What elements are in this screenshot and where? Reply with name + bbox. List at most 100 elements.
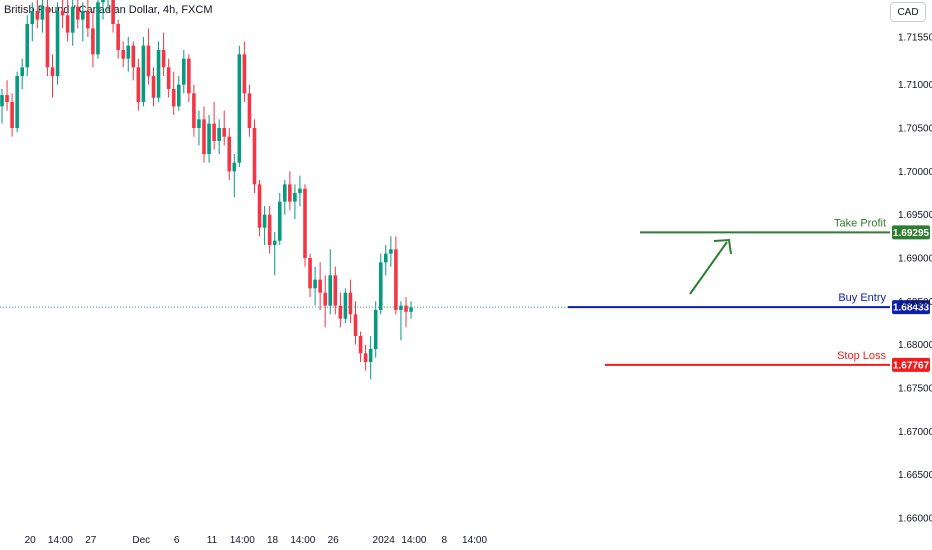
- currency-button[interactable]: CAD: [890, 2, 926, 22]
- candle-body: [86, 11, 90, 29]
- candle-body: [222, 128, 226, 137]
- candle-body: [363, 353, 368, 362]
- candle-body: [35, 11, 40, 20]
- candle-body: [343, 292, 348, 319]
- time-tick-label: 6: [174, 535, 180, 546]
- level-label: Take Profit: [834, 217, 886, 229]
- candle-body: [389, 249, 393, 254]
- time-tick-label: 14:00: [230, 535, 255, 546]
- candle-body: [81, 11, 85, 20]
- candle-body: [30, 11, 35, 24]
- candle-body: [242, 54, 247, 94]
- candle-body: [293, 193, 297, 202]
- candle-body: [197, 119, 201, 128]
- price-tick-label: 1.66000: [898, 514, 932, 525]
- price-tick-label: 1.71550: [898, 33, 932, 44]
- price-axis: 1.71550 1.71000 1.70500 1.70000 1.69500 1.690…: [898, 33, 932, 525]
- candle-body: [384, 253, 388, 263]
- time-tick-label: 27: [85, 535, 97, 546]
- candle-body: [91, 28, 95, 55]
- candle-body: [404, 305, 408, 312]
- candle-body: [5, 95, 9, 102]
- price-tick-label: 1.69000: [898, 254, 932, 265]
- time-tick-label: 8: [441, 535, 447, 546]
- candle-body: [207, 123, 211, 154]
- level-price-tag: [892, 300, 930, 315]
- candle-body: [25, 24, 30, 68]
- candle-body: [10, 102, 14, 128]
- candle-body: [257, 184, 262, 228]
- candle-body: [298, 188, 302, 193]
- candle-body: [394, 249, 398, 310]
- target-arrow: [689, 241, 728, 295]
- candle-body: [171, 89, 176, 107]
- candle-body: [70, 6, 75, 33]
- candle-body: [333, 275, 338, 306]
- candle-body: [45, 6, 50, 68]
- target-arrow-head: [713, 238, 732, 255]
- time-tick-label: Dec: [132, 535, 150, 546]
- candle-body: [151, 76, 156, 98]
- time-tick-label: 20: [25, 535, 37, 546]
- price-tick-label: 1.69500: [898, 210, 932, 221]
- candle-body: [55, 11, 60, 76]
- candle-body: [75, 6, 80, 20]
- levels-layer: Take Profit 1.69295 Buy Entry 1.68433 Stop L…: [0, 217, 930, 372]
- level-price-tag-text: 1.68433: [893, 303, 930, 314]
- level-price-tag-text: 1.69295: [893, 228, 930, 239]
- candle-body: [15, 76, 19, 128]
- candle-body: [378, 262, 383, 310]
- candle-body: [20, 67, 24, 76]
- time-tick-label: 11: [207, 535, 218, 546]
- price-tick-label: 1.70000: [898, 167, 932, 178]
- candle-body: [318, 279, 322, 293]
- candle-body: [212, 123, 216, 141]
- price-tick-label: 1.70500: [898, 124, 932, 135]
- level-price-tag: [892, 357, 930, 372]
- candle-body: [232, 162, 237, 172]
- time-tick-label: 14:00: [462, 535, 487, 546]
- candle-body: [399, 305, 403, 310]
- candle-body: [227, 136, 232, 172]
- candle-body: [308, 258, 312, 289]
- candle-body: [348, 292, 353, 315]
- candle-body: [252, 128, 257, 185]
- candle-body: [283, 184, 287, 202]
- candle-body: [409, 307, 413, 312]
- price-tick-label: 1.68500: [898, 297, 932, 308]
- candle-body: [96, 2, 100, 55]
- candle-body: [192, 93, 196, 128]
- candle-body: [237, 54, 242, 163]
- candle-body: [247, 93, 252, 128]
- level-price-tag-text: 1.67767: [893, 360, 930, 371]
- candle-body: [277, 201, 282, 241]
- candle-body: [156, 50, 161, 98]
- price-tick-label: 1.68000: [898, 340, 932, 351]
- candle-body: [328, 275, 333, 306]
- candle-body: [182, 58, 186, 85]
- candle-body: [166, 67, 171, 89]
- candle-body: [358, 336, 363, 354]
- candle-body: [202, 119, 206, 154]
- time-tick-label: 14:00: [290, 535, 315, 546]
- time-axis: 20 14:00 27 Dec 6 11 14:00 18 14:00 26 2024 14:00 8 1…: [25, 535, 488, 546]
- candle-body: [101, 0, 105, 3]
- candle-body: [141, 45, 146, 102]
- candle-body: [262, 214, 267, 228]
- candle-body: [50, 67, 55, 76]
- candle-body: [323, 292, 327, 306]
- time-tick-label: 26: [328, 535, 340, 546]
- candle-body: [288, 184, 292, 202]
- time-tick-label: 18: [267, 535, 279, 546]
- price-tick-label: 1.67000: [898, 427, 932, 438]
- candle-body: [126, 45, 131, 59]
- level-label: Buy Entry: [838, 292, 886, 304]
- candle-body: [136, 67, 141, 102]
- candles-layer: [0, 0, 413, 380]
- price-tick-label: 1.67500: [898, 384, 932, 395]
- candle-body: [217, 128, 221, 141]
- time-tick-label: 14:00: [401, 535, 426, 546]
- candle-body: [161, 50, 166, 68]
- candle-body: [353, 314, 358, 336]
